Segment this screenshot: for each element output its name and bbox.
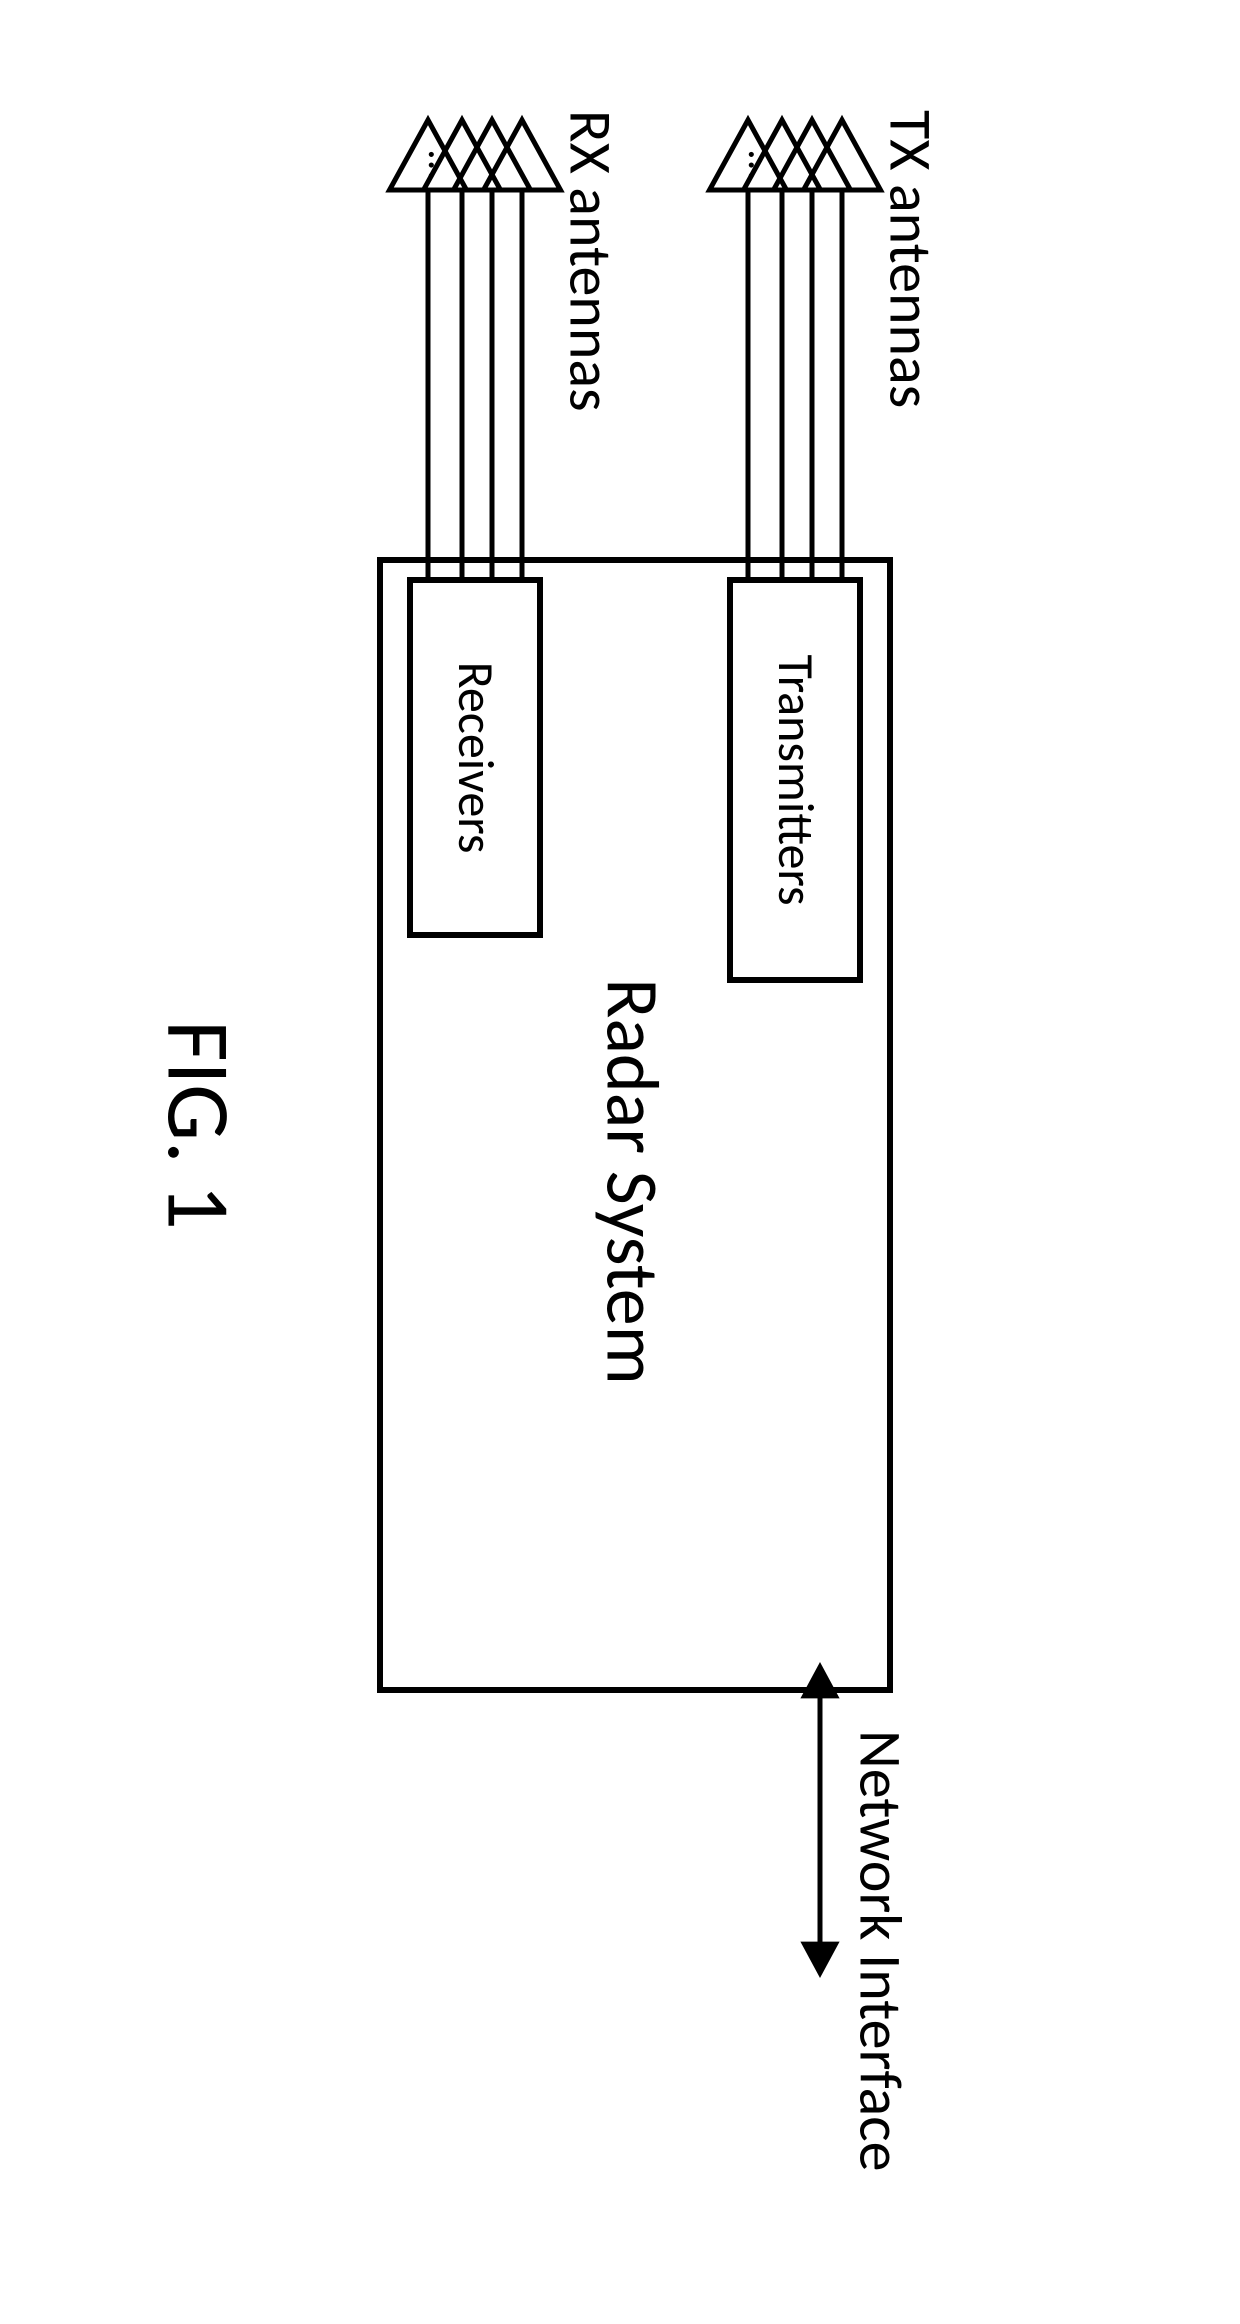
rx-ellipsis: ... (417, 149, 468, 181)
receivers-label: Receivers (445, 662, 506, 854)
rx-antennas-group (390, 120, 561, 580)
network-interface-arrow (800, 1662, 839, 1978)
tx-antennas-group (710, 120, 881, 580)
figure-caption: FIG. 1 (144, 1020, 254, 1230)
rx-antennas-label: RX antennas (554, 110, 627, 412)
tx-ellipsis: ... (737, 149, 788, 181)
transmitters-label: Transmitters (765, 654, 826, 905)
tx-antennas-label: TX antennas (874, 110, 947, 408)
radar-system-label: Radar System (587, 978, 677, 1384)
network-interface-label: Network Interface (844, 1730, 917, 2172)
radar-system-diagram: Transmitters Receivers Radar System ... … (0, 0, 1240, 2324)
